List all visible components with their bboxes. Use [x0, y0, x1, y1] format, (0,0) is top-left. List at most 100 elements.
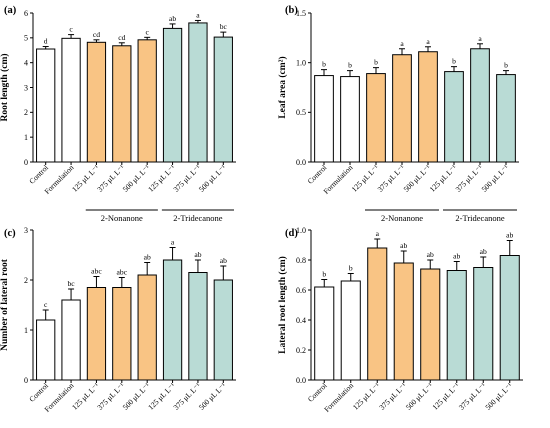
y-tick-label: 0.5: [296, 108, 306, 117]
group-label: 2-Nonanone: [381, 213, 423, 223]
x-tick-label: 125 μL L⁻¹: [351, 381, 382, 412]
group-label: 2-Nonanone: [101, 213, 143, 223]
bar: [36, 319, 56, 381]
y-tick-label: 0.2: [296, 346, 306, 355]
significance-letter: ab: [480, 247, 487, 256]
bar: [367, 247, 388, 381]
bar: [444, 71, 464, 163]
x-tick-label: 375 μL L⁻¹: [457, 381, 488, 412]
x-tick-label: 500 μL L⁻¹: [404, 381, 435, 412]
y-tick-label: 1.0: [296, 58, 306, 67]
panel-label: (b): [285, 5, 298, 16]
chart-panel: (a)Root length (cm)0123456dControlcFormu…: [0, 5, 236, 223]
significance-letter: cd: [93, 30, 100, 39]
x-tick-label: Control: [306, 381, 329, 404]
significance-letter: b: [348, 61, 352, 70]
significance-letter: b: [374, 58, 378, 67]
y-tick-label: 0.6: [296, 286, 306, 295]
y-tick-label: 4: [24, 58, 28, 67]
significance-letter: a: [478, 34, 482, 43]
significance-letter: ab: [400, 241, 407, 250]
y-tick-label: 6: [24, 9, 28, 18]
significance-letter: bc: [220, 22, 228, 31]
significance-letter: ab: [194, 250, 201, 259]
significance-letter: abc: [117, 268, 128, 277]
x-tick-label: 500 μL L⁻¹: [197, 381, 228, 412]
significance-letter: a: [196, 10, 200, 19]
bar: [420, 268, 441, 381]
chart-panel: (d) Lateral root length (cm) 0.0 0.2 0.4 0.6 0…: [277, 226, 523, 428]
significance-letter: c: [69, 25, 73, 34]
bar: [446, 270, 467, 381]
y-tick-label: 1.0: [296, 226, 306, 235]
x-tick-label: 125 μL L⁻¹: [428, 163, 459, 194]
significance-letter: a: [400, 39, 404, 48]
x-tick-label: 125 μL L⁻¹: [350, 163, 381, 194]
bar: [213, 279, 233, 381]
bar: [61, 37, 81, 163]
significance-letter: a: [426, 37, 430, 46]
significance-letter: b: [452, 57, 456, 66]
y-axis-label: Lateral root length (cm): [277, 256, 288, 354]
y-tick-label: 0.0: [296, 376, 306, 385]
group-label: 2-Tridecanone: [455, 213, 504, 223]
bar: [314, 286, 335, 381]
x-tick-label: Formulation: [322, 381, 355, 414]
bar: [392, 54, 412, 163]
significance-letter: ab: [453, 252, 460, 261]
y-axis-label: Number of lateral root: [0, 258, 10, 351]
bar: [340, 280, 361, 381]
y-tick-label: 5: [24, 34, 28, 43]
bar: [188, 272, 208, 381]
x-tick-label: 375 μL L⁻¹: [377, 381, 408, 412]
significance-letter: cd: [118, 33, 125, 42]
y-tick-label: 0.8: [296, 256, 306, 265]
x-tick-label: 125 μL L⁻¹: [430, 381, 461, 412]
x-tick-label: 500 μL L⁻¹: [197, 163, 228, 194]
y-tick-label: 0: [24, 376, 28, 385]
x-tick-label: 375 μL L⁻¹: [454, 163, 485, 194]
significance-letter: abc: [91, 267, 102, 276]
bar: [188, 22, 208, 163]
bar: [470, 48, 490, 163]
x-tick-label: 500 μL L⁻¹: [402, 163, 433, 194]
y-axis-label: Root length (cm): [0, 53, 10, 121]
x-tick-label: Control: [306, 163, 329, 186]
y-tick-label: 2: [24, 276, 28, 285]
bar: [473, 267, 494, 381]
y-tick-label: 0.0: [296, 158, 306, 167]
bar: [213, 36, 233, 163]
y-tick-label: 2: [24, 108, 28, 117]
significance-letter: a: [171, 238, 175, 247]
bar: [162, 259, 183, 381]
bar: [499, 255, 520, 381]
x-tick-label: Control: [27, 381, 50, 404]
bar: [112, 287, 132, 381]
bar: [340, 76, 360, 163]
x-tick-label: 500 μL L⁻¹: [483, 381, 514, 412]
bar: [112, 45, 132, 163]
panel-label: (a): [4, 5, 17, 16]
y-tick-label: 3: [24, 83, 28, 92]
significance-letter: b: [504, 61, 508, 70]
y-tick-label: 0.4: [296, 316, 306, 325]
significance-letter: d: [44, 37, 48, 46]
bar: [137, 274, 157, 381]
y-tick-label: 1.5: [296, 9, 306, 18]
panel-label: (d): [285, 228, 298, 239]
significance-letter: c: [44, 300, 48, 309]
significance-letter: b: [322, 60, 326, 69]
x-tick-label: 500 μL L⁻¹: [480, 163, 511, 194]
y-axis-label: Leaf area (cm²): [277, 56, 288, 118]
significance-letter: bc: [67, 279, 75, 288]
significance-letter: b: [322, 270, 326, 279]
significance-letter: a: [376, 229, 380, 238]
bar: [137, 39, 157, 163]
bar: [393, 262, 414, 381]
bar: [162, 27, 183, 163]
y-tick-label: 1: [24, 133, 28, 142]
chart-panel: (b)Leaf area (cm²)0.00.51.01.5bControlbF…: [277, 5, 519, 223]
bar: [61, 299, 81, 381]
